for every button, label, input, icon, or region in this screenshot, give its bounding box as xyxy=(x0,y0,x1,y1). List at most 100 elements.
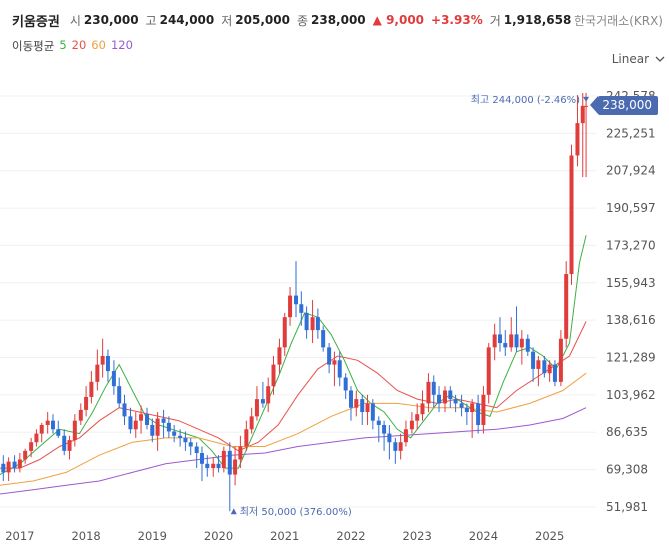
candle-body[interactable] xyxy=(337,360,342,378)
candle-body[interactable] xyxy=(72,420,77,441)
candle-body[interactable] xyxy=(23,450,28,460)
candle-body[interactable] xyxy=(29,442,34,451)
candle-body[interactable] xyxy=(542,360,547,374)
candle-body[interactable] xyxy=(166,422,171,432)
candle-body[interactable] xyxy=(519,338,524,348)
candle-body[interactable] xyxy=(464,407,469,413)
candle-body[interactable] xyxy=(117,386,122,404)
candle-body[interactable] xyxy=(310,317,315,331)
candle-body[interactable] xyxy=(536,360,541,369)
candle-body[interactable] xyxy=(365,403,370,413)
candle-body[interactable] xyxy=(376,420,381,425)
candle-body[interactable] xyxy=(128,416,133,430)
candle-body[interactable] xyxy=(254,399,259,417)
candle-body[interactable] xyxy=(481,394,486,425)
candle-body[interactable] xyxy=(178,435,183,438)
candle-body[interactable] xyxy=(227,450,232,475)
candle-body[interactable] xyxy=(105,355,110,372)
candle-body[interactable] xyxy=(486,347,491,395)
candle-body[interactable] xyxy=(211,463,216,469)
scale-selector[interactable]: Linear xyxy=(612,52,665,66)
candle-body[interactable] xyxy=(45,420,50,425)
candle-body[interactable] xyxy=(111,371,116,387)
candle-body[interactable] xyxy=(525,338,530,352)
candle-body[interactable] xyxy=(503,343,508,348)
candle-body[interactable] xyxy=(398,442,403,451)
candle-body[interactable] xyxy=(84,396,89,410)
candle-body[interactable] xyxy=(584,105,589,107)
candle-body[interactable] xyxy=(476,403,481,425)
candle-body[interactable] xyxy=(133,420,138,430)
ma120-legend[interactable]: 120 xyxy=(110,38,133,52)
candle-body[interactable] xyxy=(315,317,320,331)
candle-body[interactable] xyxy=(199,453,204,464)
candle-body[interactable] xyxy=(249,416,254,430)
candle-body[interactable] xyxy=(183,437,188,443)
candle-body[interactable] xyxy=(155,418,160,436)
candle-body[interactable] xyxy=(78,409,83,421)
candle-body[interactable] xyxy=(470,403,475,413)
candle-body[interactable] xyxy=(161,418,166,423)
candle-body[interactable] xyxy=(95,364,100,382)
candle-body[interactable] xyxy=(221,450,226,469)
candle-body[interactable] xyxy=(299,304,304,313)
candle-body[interactable] xyxy=(448,390,453,400)
candle-body[interactable] xyxy=(348,390,353,408)
candle-body[interactable] xyxy=(56,429,61,436)
candle-body[interactable] xyxy=(327,347,332,365)
candle-body[interactable] xyxy=(403,429,408,443)
candle-body[interactable] xyxy=(497,334,502,344)
candle-body[interactable] xyxy=(459,403,464,408)
candle-body[interactable] xyxy=(304,312,309,331)
candle-body[interactable] xyxy=(216,463,221,469)
candle-body[interactable] xyxy=(294,295,299,305)
candle-body[interactable] xyxy=(321,330,326,348)
ma5-legend[interactable]: 5 xyxy=(59,38,67,52)
candle-body[interactable] xyxy=(34,433,39,443)
candle-body[interactable] xyxy=(343,377,348,391)
candle-body[interactable] xyxy=(514,334,519,348)
candle-body[interactable] xyxy=(194,446,199,454)
candle-body[interactable] xyxy=(575,123,580,156)
candle-body[interactable] xyxy=(370,403,375,421)
candle-body[interactable] xyxy=(492,334,497,348)
candle-body[interactable] xyxy=(277,347,282,365)
candle-body[interactable] xyxy=(39,424,44,434)
candle-body[interactable] xyxy=(564,274,569,339)
candle-body[interactable] xyxy=(420,403,425,415)
ma-legend[interactable]: 이동평균 5 20 60 120 xyxy=(12,38,133,54)
ma20-legend[interactable]: 20 xyxy=(71,38,87,52)
candle-body[interactable] xyxy=(437,394,442,404)
candle-body[interactable] xyxy=(354,399,359,408)
candle-body[interactable] xyxy=(547,364,552,374)
candle-body[interactable] xyxy=(360,399,365,413)
candle-body[interactable] xyxy=(393,442,398,451)
candle-body[interactable] xyxy=(67,440,72,451)
candle-body[interactable] xyxy=(288,295,293,318)
candle-body[interactable] xyxy=(89,381,94,397)
candle-body[interactable] xyxy=(509,334,514,348)
candle-body[interactable] xyxy=(382,424,387,434)
candle-body[interactable] xyxy=(282,317,287,348)
ma60-legend[interactable]: 60 xyxy=(91,38,106,52)
candle-body[interactable] xyxy=(188,442,193,447)
candle-body[interactable] xyxy=(266,386,271,404)
candle-body[interactable] xyxy=(12,461,17,469)
candle-body[interactable] xyxy=(122,403,127,417)
candle-body[interactable] xyxy=(205,463,210,469)
candle-body[interactable] xyxy=(100,355,105,365)
candle-body[interactable] xyxy=(150,424,155,436)
candle-body[interactable] xyxy=(260,399,265,404)
candle-body[interactable] xyxy=(139,414,144,421)
candle-body[interactable] xyxy=(238,446,243,460)
candle-body[interactable] xyxy=(6,461,11,473)
candle-body[interactable] xyxy=(569,155,574,275)
candle-body[interactable] xyxy=(244,429,249,447)
candle-body[interactable] xyxy=(172,431,177,436)
candle-body[interactable] xyxy=(443,390,448,404)
candle-body[interactable] xyxy=(50,420,55,430)
candle-body[interactable] xyxy=(332,360,337,365)
candle-body[interactable] xyxy=(387,433,392,443)
candle-body[interactable] xyxy=(431,381,436,395)
candle-body[interactable] xyxy=(558,338,563,382)
